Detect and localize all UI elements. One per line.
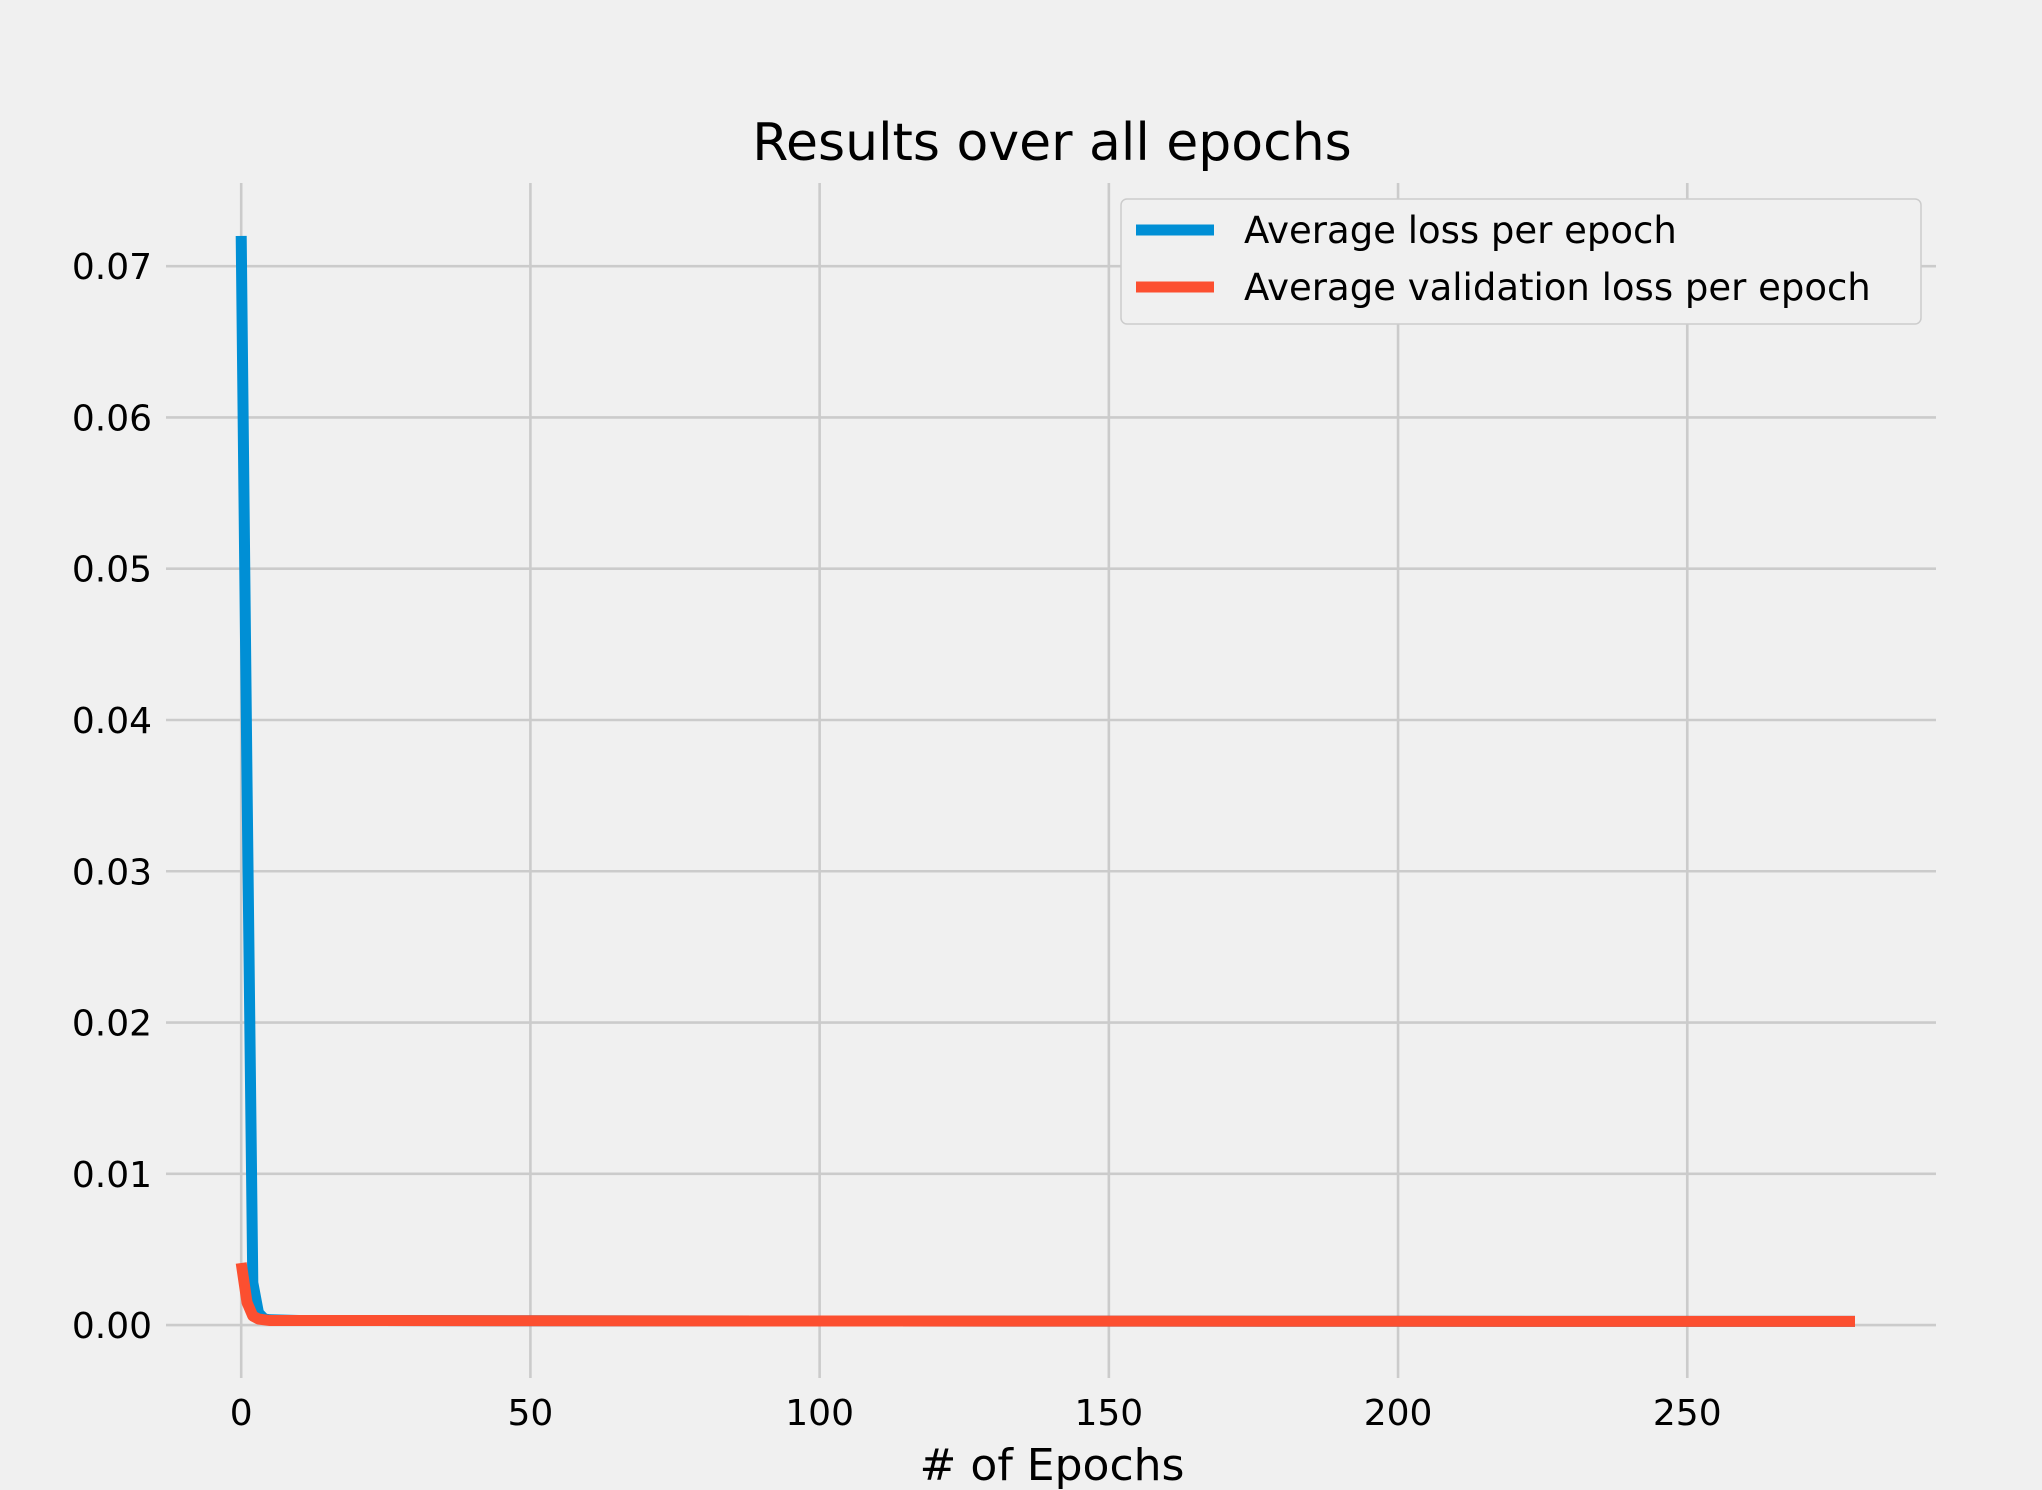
y-tick-labels: 0.00 0.01 0.02 0.03 0.04 0.05 0.06 0.07 xyxy=(72,247,152,1347)
y-tick-label: 0.05 xyxy=(72,550,152,591)
series-line-average-validation-loss xyxy=(235,1262,1855,1327)
grid xyxy=(166,183,1936,1378)
y-tick-label: 0.04 xyxy=(72,701,152,742)
x-tick-label: 150 xyxy=(1074,1393,1143,1434)
y-tick-label: 0.01 xyxy=(72,1155,152,1196)
x-tick-label: 250 xyxy=(1653,1393,1722,1434)
series-lines xyxy=(235,235,1855,1327)
y-tick-label: 0.07 xyxy=(72,247,152,288)
x-tick-label: 50 xyxy=(508,1393,554,1434)
y-tick-label: 0.02 xyxy=(72,1004,152,1045)
y-tick-label: 0.06 xyxy=(72,398,152,439)
legend-label-average-validation-loss: Average validation loss per epoch xyxy=(1244,266,1871,309)
legend: Average loss per epoch Average validatio… xyxy=(1120,198,1922,325)
x-tick-labels: 0 50 100 150 200 250 xyxy=(230,1393,1722,1434)
legend-box xyxy=(1120,198,1922,325)
x-axis-label: # of Epochs xyxy=(920,1440,1185,1490)
series-line-average-loss xyxy=(235,235,1855,1327)
x-tick-label: 100 xyxy=(785,1393,854,1434)
y-tick-label: 0.03 xyxy=(72,852,152,893)
y-tick-label: 0.00 xyxy=(72,1306,152,1347)
x-tick-label: 200 xyxy=(1364,1393,1433,1434)
chart-title: Results over all epochs xyxy=(752,113,1352,173)
legend-label-average-loss: Average loss per epoch xyxy=(1244,209,1677,252)
x-tick-label: 0 xyxy=(230,1393,253,1434)
